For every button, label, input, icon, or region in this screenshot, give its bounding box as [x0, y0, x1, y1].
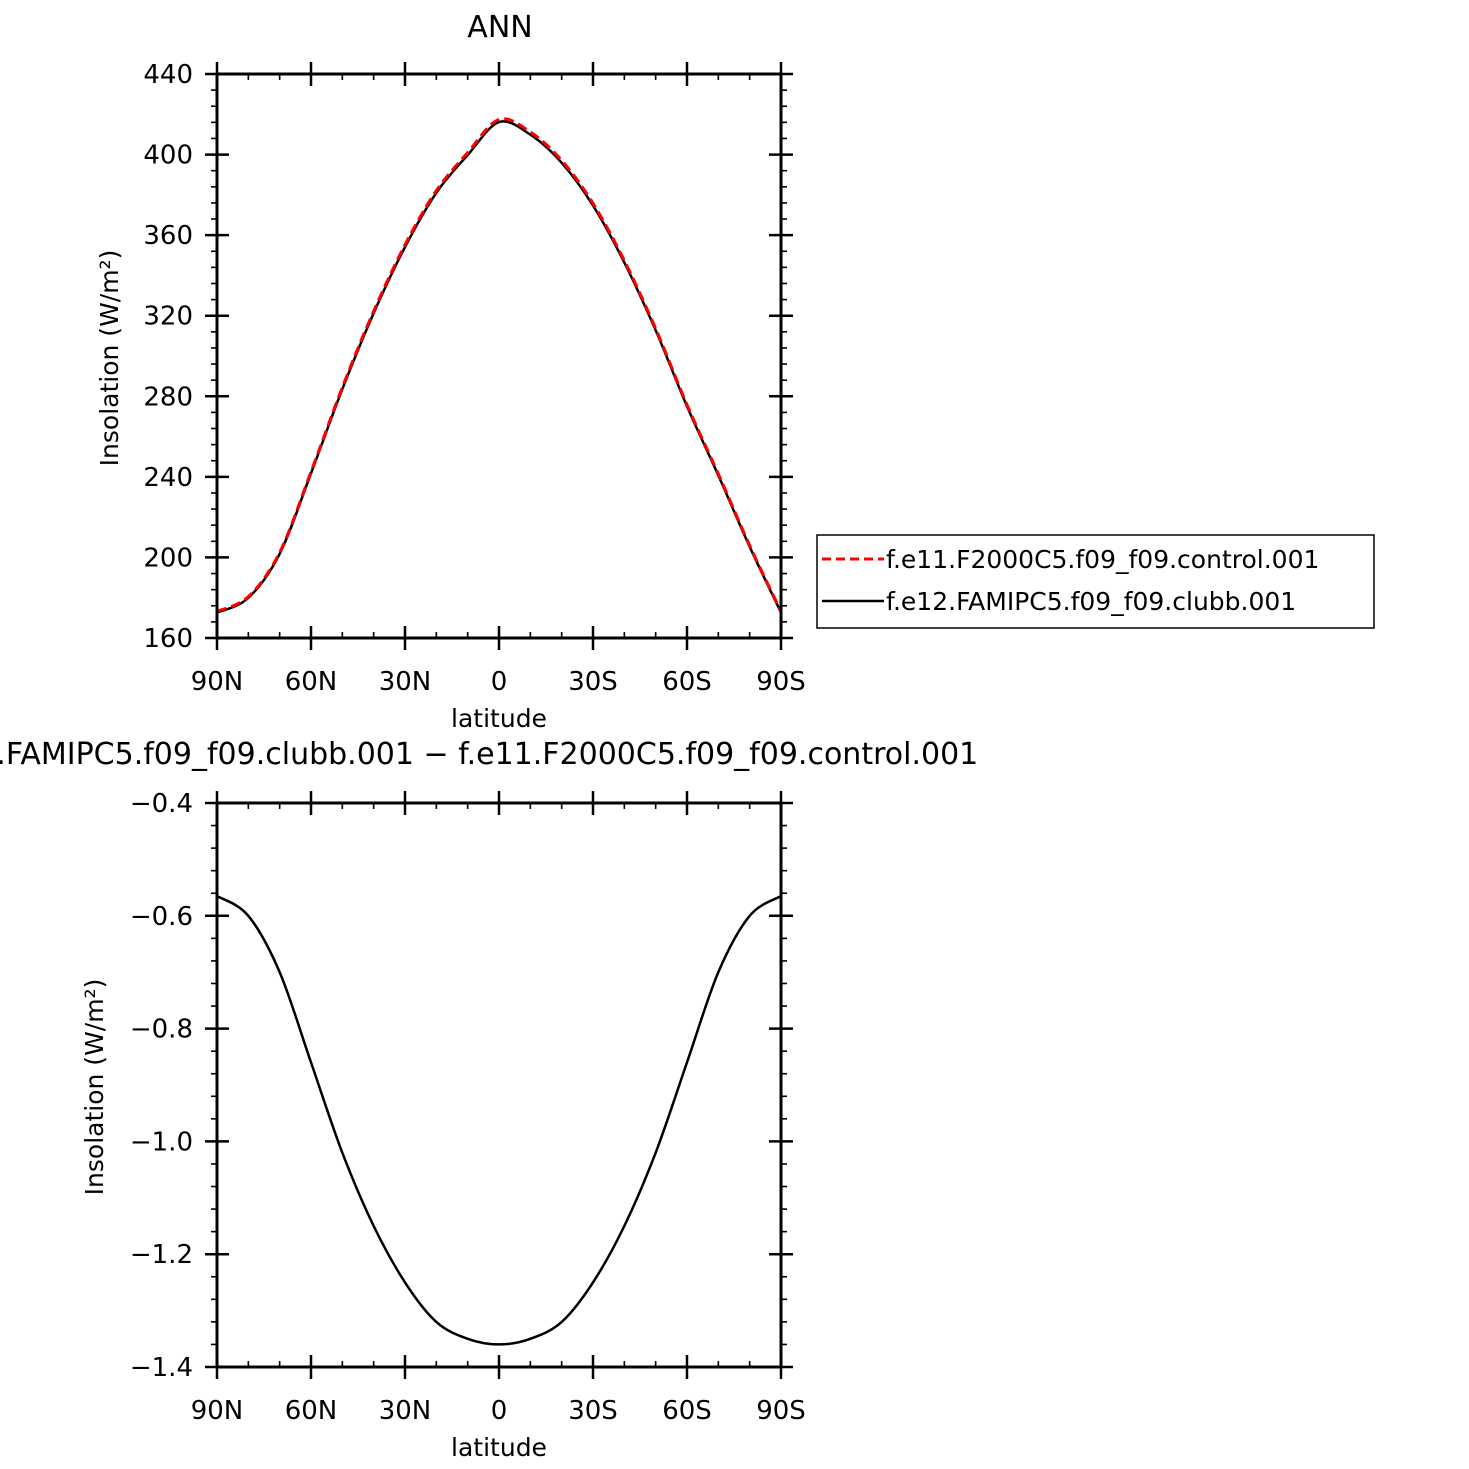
legend-box [816, 534, 1375, 629]
x-tick-label: 90S [756, 1396, 806, 1426]
y-tick-label: 200 [143, 543, 193, 573]
bottom-minor-ticks [211, 803, 787, 1367]
bottom-chart-title: f.e12.FAMIPC5.f09_f09.clubb.001 − f.e11.… [0, 737, 978, 772]
series-line-clubb [216, 120, 783, 614]
x-tick-label: 90S [756, 667, 806, 697]
legend: f.e11.F2000C5.f09_f09.control.001 f.e12.… [816, 534, 1375, 629]
x-tick-label: 60N [285, 667, 338, 697]
x-tick-label: 30N [379, 667, 432, 697]
legend-label-clubb: f.e12.FAMIPC5.f09_f09.clubb.001 [886, 587, 1296, 616]
top-y-axis-title: Insolation (W/m²) [95, 250, 124, 467]
y-tick-label: −1.4 [130, 1353, 193, 1383]
x-tick-label: 30S [568, 667, 618, 697]
bottom-x-tick-labels: 90N 60N 30N 0 30S 60S 90S [191, 1396, 806, 1426]
y-tick-label: 280 [143, 382, 193, 412]
bottom-plot-frame [215, 801, 783, 1369]
y-tick-label: 400 [143, 141, 193, 171]
top-x-tick-labels: 90N 60N 30N 0 30S 60S 90S [191, 667, 806, 697]
y-tick-label: 240 [143, 463, 193, 493]
top-minor-ticks [211, 74, 787, 638]
y-tick-label: −1.0 [130, 1127, 193, 1157]
y-tick-label: 160 [143, 624, 193, 654]
x-tick-label: 0 [491, 667, 508, 697]
x-tick-label: 60S [662, 667, 712, 697]
x-tick-label: 90N [191, 1396, 244, 1426]
x-tick-label: 90N [191, 667, 244, 697]
legend-label-control: f.e11.F2000C5.f09_f09.control.001 [886, 545, 1319, 574]
top-plot-frame [215, 72, 783, 640]
bottom-x-axis-title: latitude [451, 1433, 547, 1462]
y-tick-label: −0.4 [130, 789, 193, 819]
x-tick-label: 0 [491, 1396, 508, 1426]
y-tick-label: 320 [143, 302, 193, 332]
bottom-y-tick-labels: −1.4 −1.2 −1.0 −0.8 −0.6 −0.4 [130, 789, 193, 1383]
x-tick-label: 30N [379, 1396, 432, 1426]
y-tick-label: −1.2 [130, 1240, 193, 1270]
bottom-y-axis-title: Insolation (W/m²) [80, 979, 109, 1196]
top-chart-title: ANN [467, 10, 532, 45]
series-line-difference [216, 894, 782, 1346]
top-panel: ANN 160 200 240 280 320 360 400 440 90N 60N 30N 0 3… [95, 10, 1375, 733]
series-line-control [216, 117, 783, 613]
top-series-lines [216, 117, 783, 614]
y-tick-label: 360 [143, 221, 193, 251]
bottom-series-lines [216, 894, 782, 1346]
y-tick-label: 440 [143, 60, 193, 90]
top-y-tick-labels: 160 200 240 280 320 360 400 440 [143, 60, 193, 654]
y-tick-label: −0.6 [130, 902, 193, 932]
x-tick-label: 30S [568, 1396, 618, 1426]
top-x-axis-title: latitude [451, 704, 547, 733]
top-major-ticks [205, 62, 793, 650]
y-tick-label: −0.8 [130, 1015, 193, 1045]
x-tick-label: 60N [285, 1396, 338, 1426]
bottom-panel: f.e12.FAMIPC5.f09_f09.clubb.001 − f.e11.… [0, 737, 978, 1462]
x-tick-label: 60S [662, 1396, 712, 1426]
bottom-major-ticks [205, 791, 793, 1379]
